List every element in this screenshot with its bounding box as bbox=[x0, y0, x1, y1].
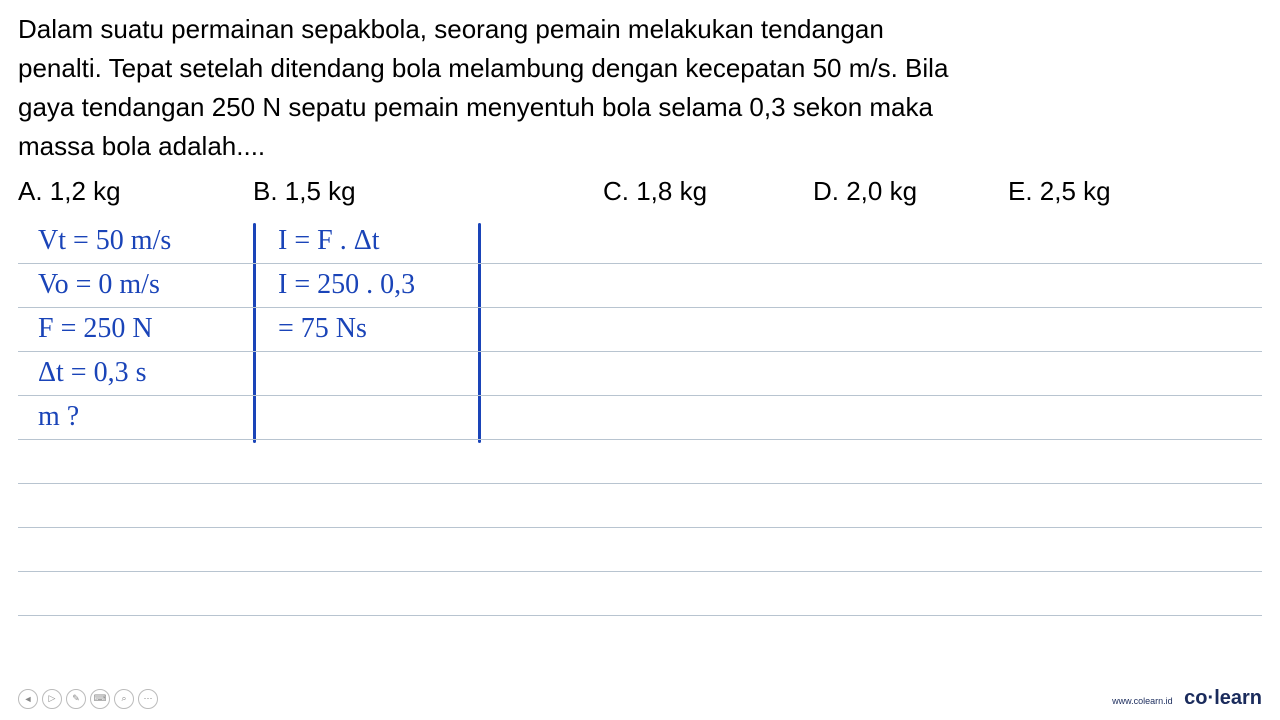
ruled-line bbox=[18, 483, 1262, 484]
playback-controls: ◄ ▷ ✎ ⌨ ⌕ ⋯ bbox=[18, 689, 158, 709]
hand-i-calc: I = 250 . 0,3 bbox=[278, 269, 415, 301]
hand-vt: Vt = 50 m/s bbox=[38, 225, 171, 257]
ruled-line bbox=[18, 263, 1262, 264]
option-a: A. 1,2 kg bbox=[18, 176, 253, 207]
question-line-4: massa bola adalah.... bbox=[18, 131, 265, 161]
option-d: D. 2,0 kg bbox=[813, 176, 1008, 207]
footer: ◄ ▷ ✎ ⌨ ⌕ ⋯ www.colearn.id co·learn bbox=[18, 687, 1262, 710]
ruled-line bbox=[18, 307, 1262, 308]
question-line-1: Dalam suatu permainan sepakbola, seorang… bbox=[18, 14, 884, 44]
zoom-button[interactable]: ⌕ bbox=[114, 689, 134, 709]
option-b: B. 1,5 kg bbox=[253, 176, 603, 207]
options-row: A. 1,2 kg B. 1,5 kg C. 1,8 kg D. 2,0 kg … bbox=[18, 176, 1262, 207]
question-text: Dalam suatu permainan sepakbola, seorang… bbox=[18, 10, 1262, 166]
divider-line-2 bbox=[478, 223, 481, 443]
ruled-line bbox=[18, 527, 1262, 528]
hand-m: m ? bbox=[38, 401, 79, 433]
option-c: C. 1,8 kg bbox=[603, 176, 813, 207]
more-button[interactable]: ⋯ bbox=[138, 689, 158, 709]
keyboard-button[interactable]: ⌨ bbox=[90, 689, 110, 709]
prev-button[interactable]: ◄ bbox=[18, 689, 38, 709]
hand-f: F = 250 N bbox=[38, 313, 153, 345]
brand-suffix: learn bbox=[1214, 687, 1262, 709]
hand-dt: Δt = 0,3 s bbox=[38, 357, 146, 389]
hand-i-result: = 75 Ns bbox=[278, 313, 367, 345]
play-button[interactable]: ▷ bbox=[42, 689, 62, 709]
edit-button[interactable]: ✎ bbox=[66, 689, 86, 709]
divider-line-1 bbox=[253, 223, 256, 443]
ruled-line bbox=[18, 395, 1262, 396]
work-area: Vt = 50 m/s Vo = 0 m/s F = 250 N Δt = 0,… bbox=[18, 223, 1262, 629]
hand-vo: Vo = 0 m/s bbox=[38, 269, 160, 301]
option-e: E. 2,5 kg bbox=[1008, 176, 1111, 207]
hand-i-formula: I = F . Δt bbox=[278, 225, 379, 257]
question-line-3: gaya tendangan 250 N sepatu pemain menye… bbox=[18, 92, 933, 122]
brand: www.colearn.id co·learn bbox=[1112, 687, 1262, 710]
question-line-2: penalti. Tepat setelah ditendang bola me… bbox=[18, 53, 948, 83]
brand-prefix: co bbox=[1184, 687, 1207, 709]
ruled-line bbox=[18, 571, 1262, 572]
question-area: Dalam suatu permainan sepakbola, seorang… bbox=[0, 0, 1280, 207]
brand-url: www.colearn.id bbox=[1112, 696, 1173, 706]
ruled-line bbox=[18, 615, 1262, 616]
ruled-line bbox=[18, 351, 1262, 352]
ruled-line bbox=[18, 439, 1262, 440]
